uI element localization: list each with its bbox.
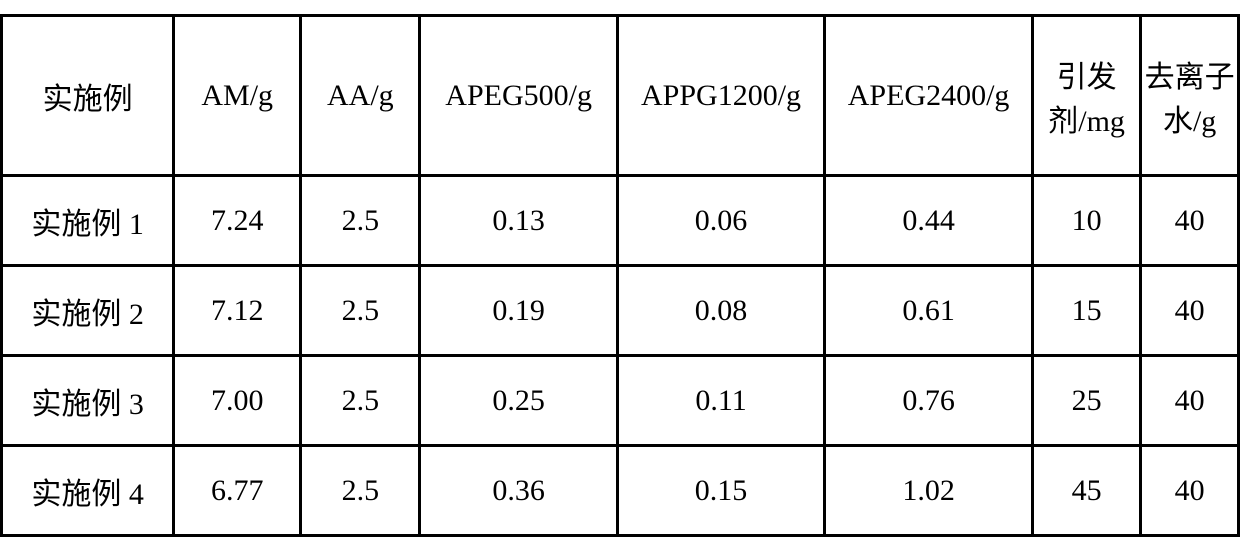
header-cell-example: 实施例 (2, 16, 174, 176)
cell-aa: 2.5 (301, 446, 420, 536)
cell-aa: 2.5 (301, 356, 420, 446)
cell-apeg2400: 1.02 (825, 446, 1033, 536)
cell-example: 实施例 1 (2, 176, 174, 266)
cell-water: 40 (1141, 266, 1239, 356)
cell-appg1200: 0.08 (617, 266, 825, 356)
cell-appg1200: 0.11 (617, 356, 825, 446)
cell-am: 7.00 (174, 356, 301, 446)
header-cell-apeg500: APEG500/g (420, 16, 617, 176)
cell-water: 40 (1141, 356, 1239, 446)
cell-apeg2400: 0.61 (825, 266, 1033, 356)
cell-water: 40 (1141, 176, 1239, 266)
cell-initiator: 10 (1032, 176, 1140, 266)
cell-example: 实施例 2 (2, 266, 174, 356)
cell-water: 40 (1141, 446, 1239, 536)
cell-am: 7.12 (174, 266, 301, 356)
header-cell-water: 去离子水/g (1141, 16, 1239, 176)
header-cell-am: AM/g (174, 16, 301, 176)
cell-aa: 2.5 (301, 266, 420, 356)
data-table: 实施例 AM/g AA/g APEG500/g APPG1200/g APEG2… (0, 14, 1240, 537)
cell-initiator: 25 (1032, 356, 1140, 446)
table-row: 实施例 1 7.24 2.5 0.13 0.06 0.44 10 40 (2, 176, 1239, 266)
table-row: 实施例 2 7.12 2.5 0.19 0.08 0.61 15 40 (2, 266, 1239, 356)
header-cell-apeg2400: APEG2400/g (825, 16, 1033, 176)
cell-apeg500: 0.36 (420, 446, 617, 536)
cell-apeg2400: 0.44 (825, 176, 1033, 266)
cell-example: 实施例 3 (2, 356, 174, 446)
table-row: 实施例 3 7.00 2.5 0.25 0.11 0.76 25 40 (2, 356, 1239, 446)
cell-appg1200: 0.15 (617, 446, 825, 536)
cell-apeg500: 0.19 (420, 266, 617, 356)
cell-apeg500: 0.13 (420, 176, 617, 266)
cell-am: 7.24 (174, 176, 301, 266)
table-header-row: 实施例 AM/g AA/g APEG500/g APPG1200/g APEG2… (2, 16, 1239, 176)
cell-am: 6.77 (174, 446, 301, 536)
cell-example: 实施例 4 (2, 446, 174, 536)
cell-initiator: 15 (1032, 266, 1140, 356)
cell-apeg500: 0.25 (420, 356, 617, 446)
cell-aa: 2.5 (301, 176, 420, 266)
header-cell-aa: AA/g (301, 16, 420, 176)
cell-apeg2400: 0.76 (825, 356, 1033, 446)
cell-initiator: 45 (1032, 446, 1140, 536)
header-cell-initiator: 引发剂/mg (1032, 16, 1140, 176)
header-cell-appg1200: APPG1200/g (617, 16, 825, 176)
table-row: 实施例 4 6.77 2.5 0.36 0.15 1.02 45 40 (2, 446, 1239, 536)
cell-appg1200: 0.06 (617, 176, 825, 266)
